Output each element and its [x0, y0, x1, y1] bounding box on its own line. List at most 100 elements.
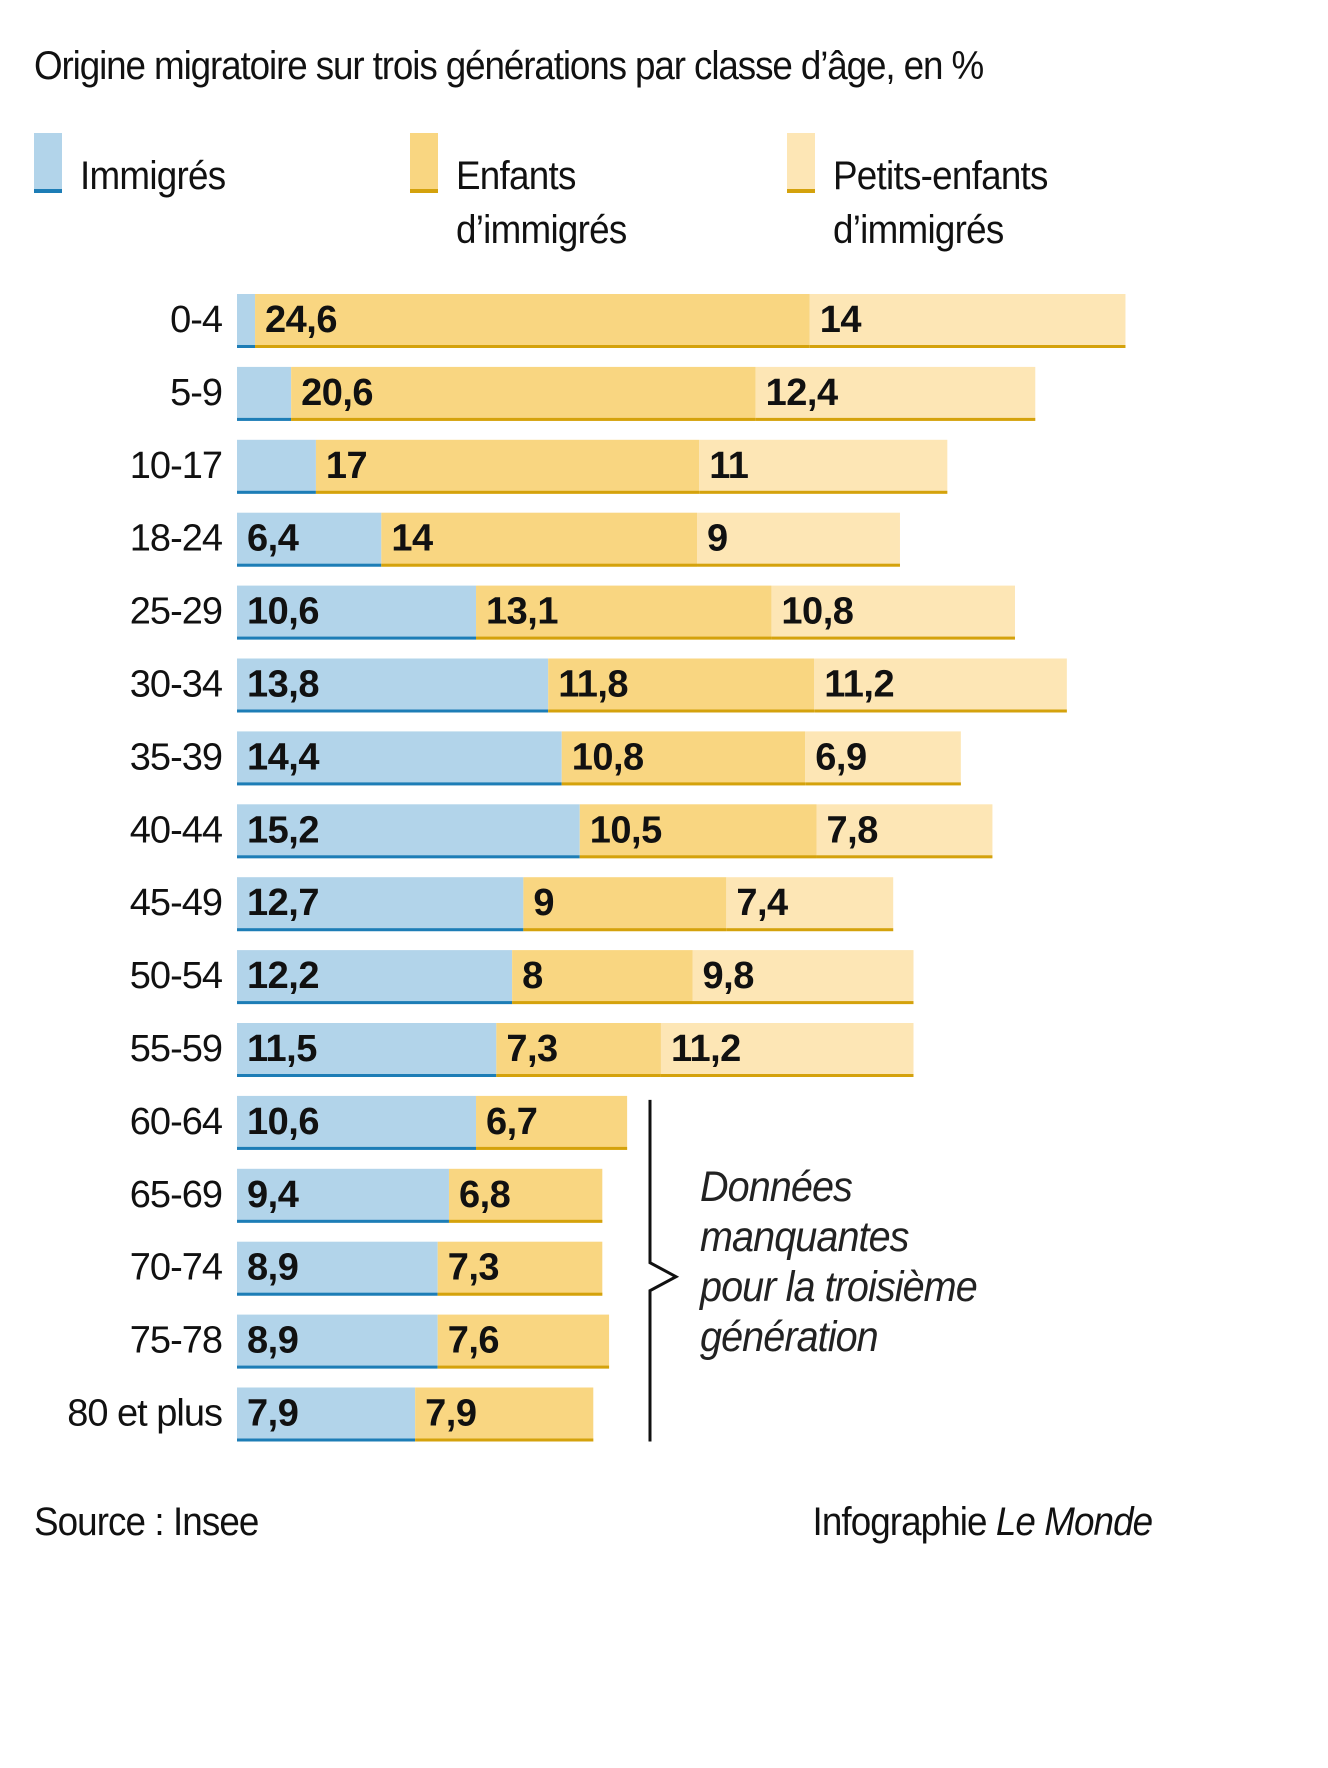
legend-label-enfants: Enfants d’immigrés [456, 149, 677, 257]
bar-baseline-immigres [237, 1365, 438, 1369]
category-label: 30-34 [130, 664, 223, 706]
bar-baseline-enfants [512, 1001, 693, 1005]
bar-segment-enfants [415, 1387, 594, 1442]
bar-baseline-immigres [237, 345, 256, 348]
data-label-immigres: 13,8 [247, 664, 319, 706]
bar-segment-enfants [548, 658, 815, 713]
annotation-line: Données [700, 1163, 853, 1211]
bar-baseline-immigres [237, 563, 382, 567]
bar-baseline-enfants [315, 490, 700, 494]
bar-baseline-enfants [548, 709, 815, 713]
bar-segment-enfants [255, 294, 810, 348]
bar-baseline-petits_enfants [814, 709, 1067, 713]
category-label: 75-78 [130, 1320, 222, 1362]
data-label-enfants: 6,7 [486, 1101, 537, 1143]
category-label: 40-44 [130, 809, 223, 851]
bar-baseline-immigres [237, 709, 549, 713]
bar-segment-immigres [237, 950, 513, 1005]
bar-baseline-enfants [476, 1146, 628, 1150]
data-label-petits_enfants: 11,2 [671, 1028, 741, 1070]
category-label: 25-29 [130, 591, 222, 633]
bar-segment-enfants [437, 1314, 610, 1369]
data-label-immigres: 8,9 [247, 1320, 298, 1362]
bar-baseline-enfants [437, 1292, 603, 1296]
bar-baseline-petits_enfants [771, 636, 1015, 640]
data-label-petits_enfants: 12,4 [766, 372, 838, 414]
bar-baseline-enfants [448, 1219, 603, 1223]
data-label-petits_enfants: 9 [707, 518, 728, 560]
data-label-immigres: 8,9 [247, 1247, 298, 1289]
legend-label-enfants-text: Enfants d’immigrés [456, 154, 627, 252]
data-label-enfants: 10,5 [590, 809, 662, 851]
missing-data-annotation: Données manquantes pour la troisième gén… [700, 1162, 978, 1362]
bar-baseline-immigres [237, 490, 316, 494]
bar-baseline-enfants [476, 636, 772, 640]
bar-segment-petits_enfants [816, 804, 993, 859]
bar-segment-immigres [237, 658, 549, 713]
bar-segment-petits_enfants [755, 366, 1036, 421]
bar-baseline-immigres [237, 1074, 497, 1077]
category-label: 65-69 [130, 1174, 222, 1216]
bar-segment-immigres [237, 585, 477, 640]
credit-note: Infographie Le Monde [812, 1500, 1153, 1545]
data-label-petits_enfants: 7,8 [827, 809, 878, 851]
bar-segment-immigres [237, 1314, 438, 1369]
bar-segment-enfants [315, 439, 700, 494]
bar-segment-enfants [437, 1241, 603, 1296]
bar-segment-petits_enfants [809, 294, 1126, 348]
bar-segment-immigres [237, 1387, 416, 1442]
bar-baseline-petits_enfants [816, 855, 993, 859]
bracket-icon [648, 1099, 680, 1442]
data-label-enfants: 7,3 [506, 1028, 557, 1070]
data-label-enfants: 7,6 [448, 1320, 499, 1362]
bar-baseline-petits_enfants [755, 417, 1036, 421]
data-label-enfants: 14 [391, 518, 433, 560]
bar-segment-enfants [496, 1023, 661, 1077]
bar-segment-immigres [237, 731, 562, 786]
data-label-immigres: 9,4 [247, 1174, 299, 1216]
data-label-enfants: 11,8 [558, 664, 628, 706]
bar-baseline-immigres [237, 1219, 449, 1223]
bar-baseline-enfants [561, 782, 806, 786]
legend-label-petits-enfants-text: Petits-enfants d’immigrés [833, 154, 1048, 252]
bar-segment-enfants [448, 1168, 603, 1223]
bar-baseline-immigres [237, 1438, 416, 1442]
bar-segment-petits_enfants [805, 731, 961, 786]
bar-segment-immigres [237, 1095, 477, 1150]
category-label: 5-9 [170, 372, 222, 414]
bar-segment-immigres [237, 366, 292, 421]
data-label-immigres: 10,6 [247, 1101, 319, 1143]
data-label-enfants: 24,6 [265, 299, 337, 341]
bar-segment-petits_enfants [726, 877, 894, 932]
bar-segment-immigres [237, 1241, 438, 1296]
category-label: 18-24 [130, 518, 223, 560]
data-label-enfants: 7,3 [448, 1247, 499, 1289]
data-label-enfants: 8 [522, 955, 543, 997]
category-label: 50-54 [130, 955, 223, 997]
data-label-immigres: 12,7 [247, 882, 319, 924]
bar-baseline-immigres [237, 1001, 513, 1005]
category-label: 55-59 [130, 1028, 222, 1070]
category-label: 35-39 [130, 736, 222, 778]
category-label: 0-4 [170, 299, 223, 341]
bar-baseline-enfants [437, 1365, 610, 1369]
bar-segment-petits_enfants [692, 950, 914, 1005]
legend-label-immigres: Immigrés [80, 154, 226, 198]
bar-segment-enfants [579, 804, 817, 859]
bar-segment-petits_enfants [660, 1023, 914, 1077]
bar-baseline-petits_enfants [697, 563, 900, 567]
bar-segment-immigres [237, 512, 382, 567]
bar-baseline-petits_enfants [726, 928, 894, 932]
data-label-enfants: 20,6 [301, 372, 373, 414]
bar-baseline-enfants [291, 417, 756, 421]
data-label-immigres: 10,6 [247, 591, 319, 633]
chart-title: Origine migratoire sur trois générations… [34, 44, 984, 88]
data-label-petits_enfants: 11 [709, 445, 749, 487]
bar-segment-immigres [237, 804, 580, 859]
annotation-line: manquantes [700, 1213, 909, 1261]
data-label-petits_enfants: 14 [820, 299, 862, 341]
bar-segment-immigres [237, 294, 256, 348]
bar-segment-petits_enfants [699, 439, 948, 494]
bar-baseline-enfants [523, 928, 727, 932]
